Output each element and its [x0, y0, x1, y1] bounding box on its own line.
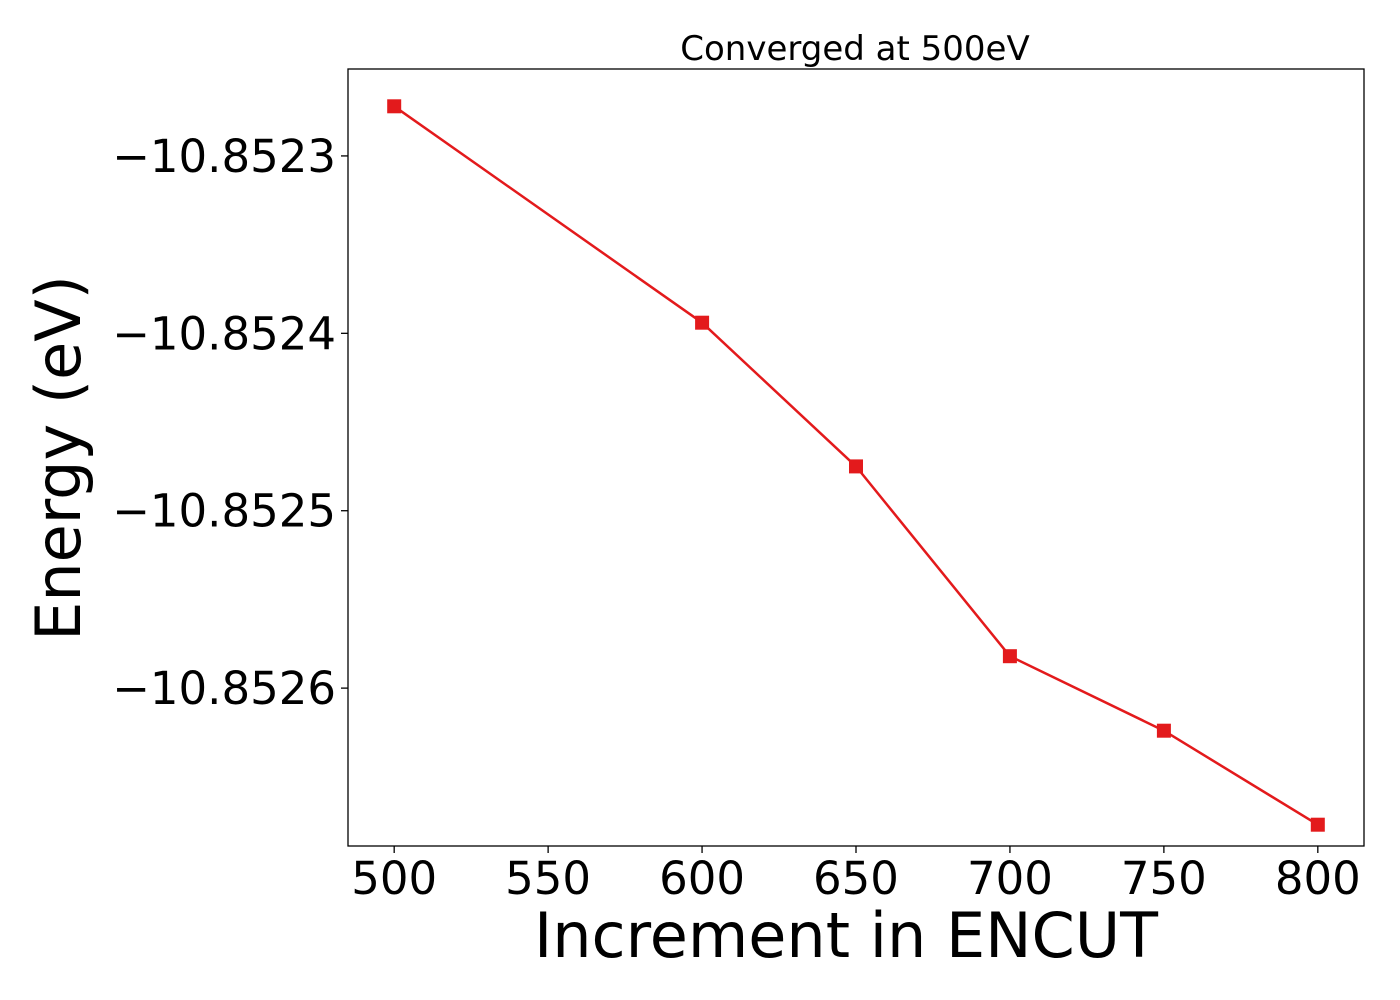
series-line: [393, 105, 1319, 826]
y-tick-label: −10.8524: [112, 307, 336, 360]
x-axis-label: Increment in ENCUT: [534, 899, 1159, 972]
data-point-650: [849, 459, 863, 474]
y-axis-ticks: −10.8523 −10.8524 −10.8525 −10.8526: [112, 130, 348, 715]
y-tick-label: −10.8523: [112, 130, 336, 183]
data-point-750: [1156, 723, 1171, 738]
x-tick-label: 600: [659, 852, 745, 905]
data-point-600: [695, 315, 710, 330]
data-point-700: [1002, 649, 1017, 664]
x-tick-label: 750: [1121, 852, 1207, 905]
x-tick-label: 500: [351, 852, 437, 905]
data-point-800: [1310, 817, 1325, 832]
series-markers: [387, 99, 1325, 832]
plot-frame: [347, 68, 1365, 847]
y-tick-label: −10.8526: [112, 662, 336, 715]
x-tick-label: 550: [505, 852, 591, 905]
chart-title: Converged at 500eV: [680, 29, 1029, 69]
x-tick-label: 650: [813, 852, 899, 905]
y-tick-label: −10.8525: [112, 485, 336, 538]
x-tick-label: 800: [1275, 852, 1361, 905]
data-point-500: [387, 99, 402, 114]
x-axis-ticks: 500 550 600 650 700 750 800: [351, 846, 1361, 905]
y-axis-label: Energy (eV): [22, 275, 95, 641]
x-tick-label: 700: [967, 852, 1053, 905]
